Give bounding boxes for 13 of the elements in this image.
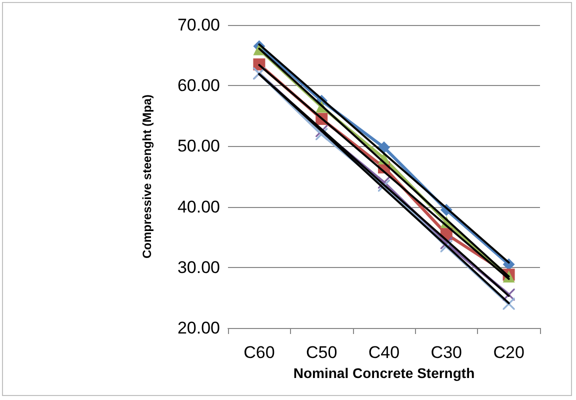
- x-tick-label: C30: [430, 343, 462, 362]
- y-tick-label: 30.00: [177, 258, 220, 277]
- x-tick-label: C50: [306, 343, 338, 362]
- x-tick-label: C60: [244, 343, 275, 362]
- x-tick-label: C20: [493, 343, 524, 362]
- x-tick-label: C40: [368, 343, 400, 362]
- y-tick-label: 40.00: [177, 197, 220, 216]
- y-tick-label: 60.00: [177, 76, 220, 96]
- y-tick-label: 20.00: [177, 318, 220, 338]
- y-tick-label: 70.00: [177, 16, 220, 34]
- y-axis-title: Compressive steenght (Mpa): [140, 94, 154, 259]
- x-axis-title: Nominal Concrete Sterngth: [293, 365, 475, 381]
- y-tick-label: 50.00: [177, 136, 220, 156]
